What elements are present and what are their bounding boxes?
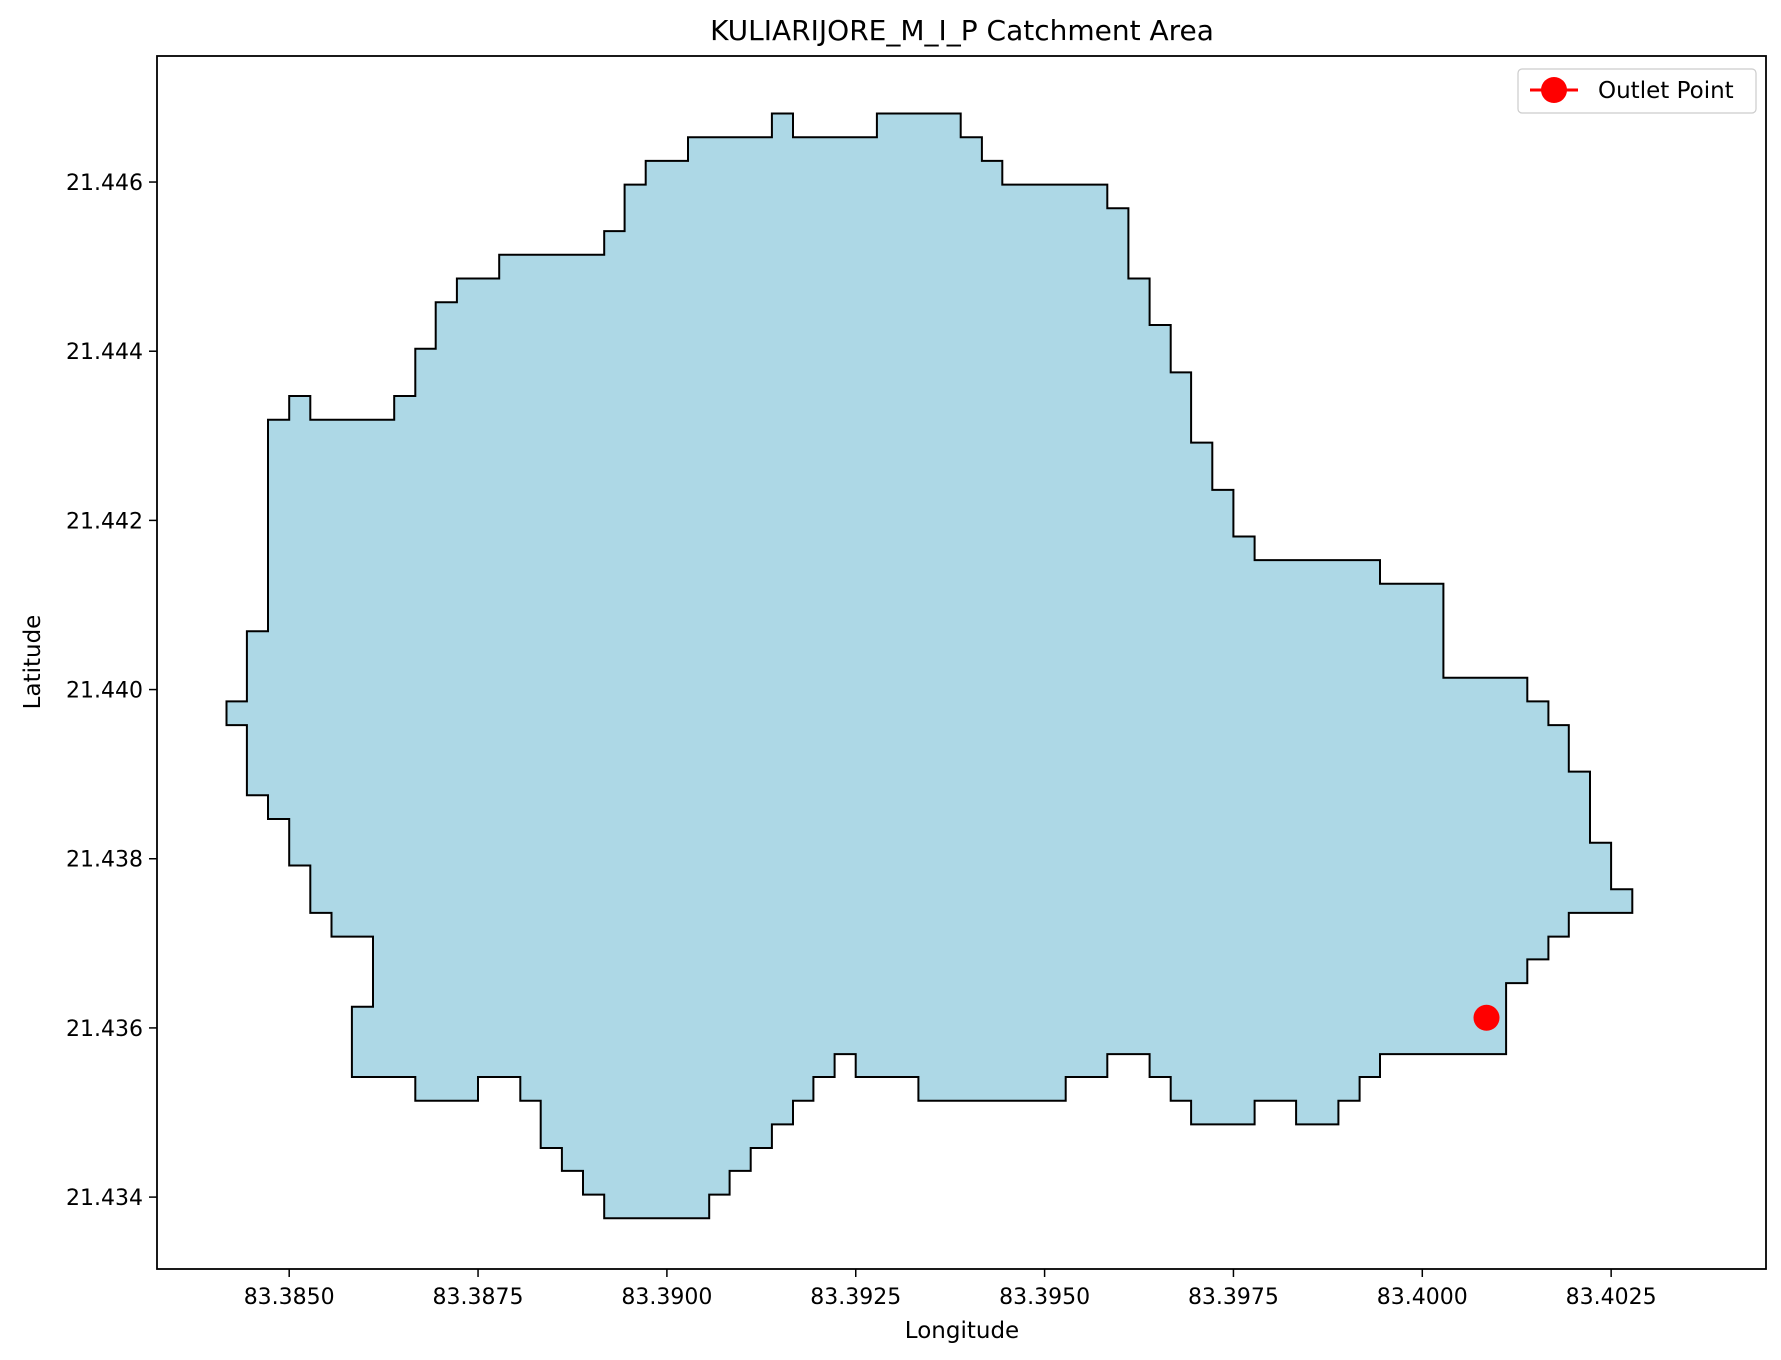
x-axis: 83.3850 83.3875 83.3900 83.3925 83.3950 83.39…: [244, 1269, 1657, 1310]
y-tick-label: 21.442: [66, 509, 143, 534]
x-tick-label: 83.3975: [1188, 1285, 1279, 1310]
plot-area: [225, 112, 1634, 1220]
outlet-point-marker: [1473, 1004, 1500, 1031]
x-tick-label: 83.3850: [244, 1285, 335, 1310]
axes-frame: [156, 55, 1767, 1270]
y-tick-label: 21.438: [66, 848, 143, 873]
y-tick-label: 21.436: [66, 1017, 143, 1042]
legend-label: Outlet Point: [1598, 78, 1734, 104]
legend: Outlet Point: [1517, 68, 1757, 114]
x-tick-label: 83.3950: [999, 1285, 1090, 1310]
x-tick-label: 83.4025: [1566, 1285, 1657, 1310]
y-tick-label: 21.446: [66, 171, 143, 196]
x-tick-label: 83.3900: [621, 1285, 712, 1310]
y-tick-label: 21.434: [66, 1186, 143, 1211]
y-axis-label: Latitude: [20, 615, 46, 710]
chart-title: KULIARIJORE_M_I_P Catchment Area: [710, 14, 1214, 47]
y-axis: 21.434 21.436 21.438 21.440 21.442 21.444 21.4…: [66, 171, 157, 1211]
y-tick-label: 21.444: [66, 340, 143, 365]
catchment-polygon: [225, 112, 1634, 1220]
x-tick-label: 83.3925: [810, 1285, 901, 1310]
x-axis-label: Longitude: [905, 1318, 1019, 1344]
legend-box: [1517, 68, 1757, 114]
y-tick-label: 21.440: [66, 679, 143, 704]
x-tick-label: 83.3875: [433, 1285, 524, 1310]
legend-marker-icon: [1541, 77, 1567, 103]
x-tick-label: 83.4000: [1377, 1285, 1468, 1310]
